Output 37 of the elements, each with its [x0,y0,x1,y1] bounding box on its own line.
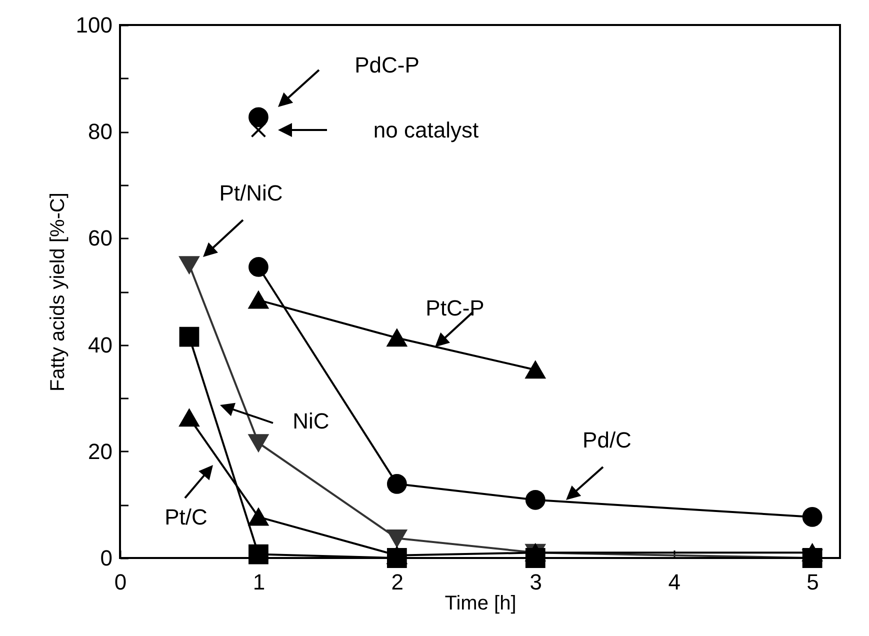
annotation: no catalyst [373,118,479,142]
annotation: NiC [292,408,330,434]
y-tick-label: 40 [88,332,112,358]
point [386,474,407,494]
y-axis-title: Fatty acids yield [%-C] [46,192,69,392]
point [248,544,268,564]
y-tick-label: 80 [88,119,112,144]
x-tick-label: 3 [530,570,542,594]
point [525,361,546,379]
annotation: Pt/NiC [219,180,283,206]
point [179,409,200,427]
y-tick-label: 100 [76,12,112,38]
x-tick-label: 2 [391,570,404,594]
annotation: PdC-P [354,52,420,78]
point [386,329,407,347]
x-tick-label: 4 [668,570,680,594]
annotation: PtC-P [426,296,484,320]
y-tick-label: 0 [100,546,112,570]
point [250,122,266,138]
point [248,291,268,309]
point [386,530,407,548]
annotation: Pd/C [582,428,632,452]
x-axis-title: Time [h] [444,592,516,614]
point [248,434,268,452]
y-tick-label: 60 [88,226,112,251]
annotation: Pt/C [164,504,208,530]
point [802,544,822,562]
x-tick-label: 1 [252,570,266,594]
point [525,490,546,510]
point [248,107,268,128]
point [179,256,200,274]
point [179,326,200,347]
x-tick-label: 5 [806,570,819,594]
point [802,507,822,527]
y-tick-label: 20 [88,438,112,464]
point [248,257,268,277]
point [248,508,268,526]
